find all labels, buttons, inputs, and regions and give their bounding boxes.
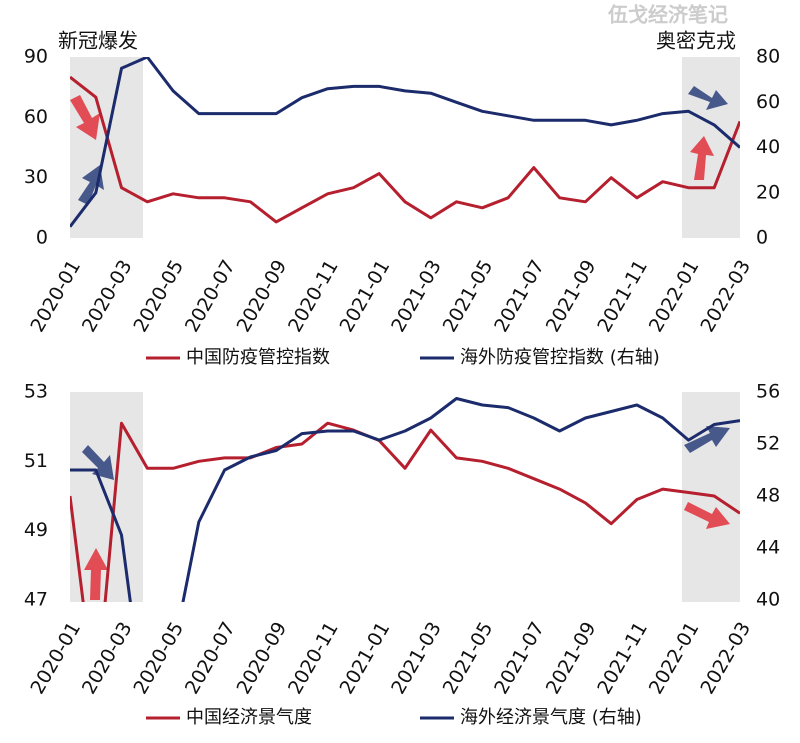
plot-lines [70,397,740,602]
x-tick-label: 2020-07 [181,256,240,336]
x-tick-label: 2020-05 [129,256,188,336]
y-tick-label: 51 [24,450,48,472]
y-tick-label: 90 [24,46,48,68]
y-tick-label: 53 [24,381,48,403]
arrow [84,548,108,600]
arrow [684,426,730,453]
x-tick-label: 2020-11 [284,256,343,336]
x-tick-label: 2021-01 [336,618,395,698]
annotation: 奥密克戎 [656,29,736,53]
series-line [70,421,740,602]
x-tick-label: 2022-01 [645,618,704,698]
x-tick-label: 2021-11 [593,256,652,336]
x-tick-label: 2020-01 [26,618,85,698]
annotation: 新冠爆发 [58,29,138,53]
x-tick-label: 2022-01 [645,256,704,336]
series-line [70,397,740,602]
x-tick-label: 2020-05 [129,618,188,698]
x-tick-label: 2021-09 [542,256,601,336]
x-tick-label: 2020-07 [181,618,240,698]
legend-label: 海外经济景气度 (右轴) [460,707,642,728]
arrow [690,136,714,180]
x-tick-label: 2020-09 [232,618,291,698]
arrow [82,445,114,480]
x-tick-label: 2021-05 [439,256,498,336]
x-tick-label: 2021-07 [490,618,549,698]
y2-tick-label: 20 [756,181,780,203]
y-tick-label: 47 [24,589,48,611]
series-line [70,57,740,228]
watermark: 伍戈经济笔记 [607,3,728,27]
arrows [70,86,730,600]
x-tick-label: 2020-03 [78,618,137,698]
y2-tick-label: 40 [756,136,780,158]
x-tick-label: 2021-03 [387,618,446,698]
y-tick-label: 49 [24,519,48,541]
legend-label: 中国经济景气度 [186,707,312,728]
arrow [684,502,730,529]
series-line [70,75,740,224]
y2-tick-label: 44 [756,537,780,559]
y2-tick-label: 60 [756,91,780,113]
arrow [688,86,728,110]
x-tick-label: 2020-03 [78,256,137,336]
legend-label: 中国防疫管控指数 [186,347,330,368]
legend-label: 海外防疫管控指数 (右轴) [460,347,660,368]
y-tick-label: 60 [24,106,48,128]
plot-lines [70,57,740,228]
y-tick-label: 0 [36,227,48,249]
x-tick-label: 2021-07 [490,256,549,336]
y2-tick-label: 40 [756,589,780,611]
y2-tick-label: 52 [756,433,780,455]
x-tick-label: 2020-01 [26,256,85,336]
arrow [78,165,104,205]
y2-tick-label: 56 [756,381,780,403]
x-tick-label: 2021-09 [542,618,601,698]
x-tick-label: 2021-01 [336,256,395,336]
x-tick-label: 2021-03 [387,256,446,336]
x-tick-label: 2020-09 [232,256,291,336]
y-tick-label: 30 [24,166,48,188]
y2-tick-label: 48 [756,485,780,507]
arrow [70,95,100,140]
y2-tick-label: 0 [756,227,768,249]
x-tick-label: 2020-11 [284,618,343,698]
x-tick-label: 2021-05 [439,618,498,698]
x-tick-label: 2022-03 [696,256,755,336]
x-tick-label: 2021-11 [593,618,652,698]
x-tick-label: 2022-03 [696,618,755,698]
y2-tick-label: 80 [756,46,780,68]
